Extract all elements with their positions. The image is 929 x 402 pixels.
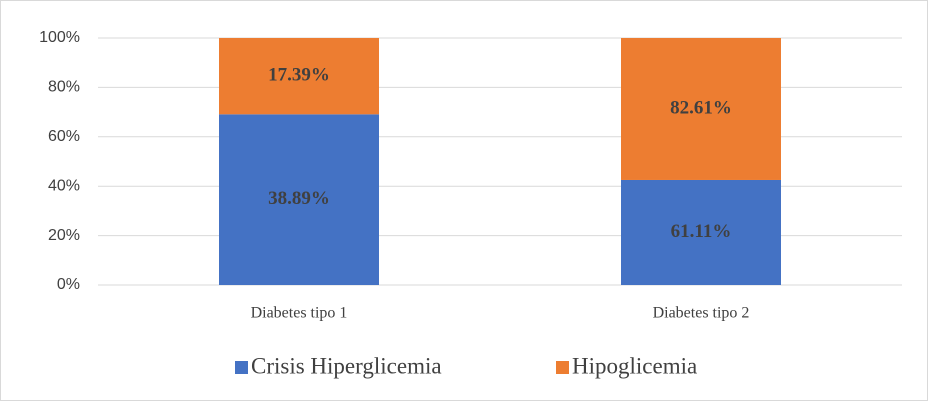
data-label: 38.89% (268, 188, 330, 209)
bar-segment (219, 114, 379, 286)
x-tick-label: Diabetes tipo 1 (251, 305, 348, 322)
x-tick-label: Diabetes tipo 2 (653, 305, 750, 322)
data-label: 82.61% (670, 97, 732, 118)
y-tick-label: 100% (39, 29, 80, 46)
legend-swatch (556, 361, 569, 374)
y-tick-label: 0% (57, 276, 80, 293)
legend-label: Hipoglicemia (572, 353, 697, 378)
bar-segment (219, 38, 379, 115)
y-tick-label: 40% (48, 177, 80, 194)
y-tick-label: 20% (48, 227, 80, 244)
data-label: 17.39% (268, 65, 330, 86)
bar-segment (621, 179, 781, 285)
legend-label: Crisis Hiperglicemia (251, 353, 442, 378)
data-label: 61.11% (671, 221, 732, 242)
y-tick-label: 60% (48, 128, 80, 145)
legend-swatch (235, 361, 248, 374)
y-tick-label: 80% (48, 79, 80, 96)
bar-segment (621, 38, 781, 180)
